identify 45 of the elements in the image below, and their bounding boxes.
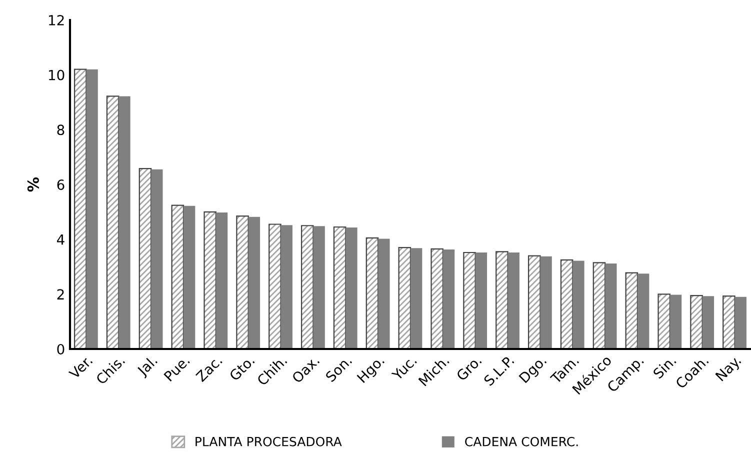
x-tick-label: Yuc. bbox=[391, 355, 418, 382]
x-tick-label: Hgo. bbox=[356, 355, 387, 385]
x-tick-label: Zac. bbox=[195, 355, 222, 382]
bar bbox=[475, 252, 488, 349]
y-tick-label: 4 bbox=[56, 234, 64, 245]
y-tick-label: 10 bbox=[48, 70, 64, 80]
x-tick-label: Gto. bbox=[228, 355, 255, 382]
bar bbox=[702, 296, 714, 349]
bar bbox=[670, 294, 682, 349]
bar bbox=[86, 69, 98, 349]
y-tick-label: 2 bbox=[57, 289, 64, 300]
bar bbox=[605, 263, 617, 349]
x-tick-label: Nay. bbox=[715, 355, 744, 384]
bar bbox=[540, 256, 552, 349]
y-tick-label: 8 bbox=[57, 124, 64, 136]
x-tick-label: Ver. bbox=[68, 355, 93, 380]
x-tick-label: Gro. bbox=[456, 355, 482, 382]
x-tick-label: Oax. bbox=[291, 355, 320, 384]
y-tick-label: 0 bbox=[57, 344, 64, 354]
bar bbox=[184, 206, 196, 349]
y-tick-label: 6 bbox=[57, 179, 64, 190]
legend-label: CADENA COMERC. bbox=[465, 436, 578, 446]
bar bbox=[151, 169, 163, 349]
bar bbox=[216, 212, 228, 349]
bar bbox=[734, 296, 746, 349]
x-tick-label: Pue. bbox=[164, 355, 190, 382]
x-tick-label: Chis. bbox=[95, 354, 126, 385]
legend-label: PLANTA PROCESADORA bbox=[196, 436, 342, 446]
bar bbox=[572, 260, 584, 349]
bar bbox=[638, 274, 650, 349]
y-axis-title: % bbox=[27, 177, 39, 192]
bar bbox=[248, 216, 260, 349]
bar bbox=[280, 225, 292, 349]
bar bbox=[313, 226, 325, 349]
bar bbox=[410, 248, 422, 349]
bar bbox=[508, 252, 520, 349]
x-tick-label: Son. bbox=[324, 355, 352, 382]
bar bbox=[378, 238, 390, 349]
x-tick-label: Dgo. bbox=[518, 355, 549, 386]
bar bbox=[346, 228, 358, 349]
y-tick-label: 12 bbox=[48, 14, 64, 26]
x-tick-label: Sin. bbox=[652, 354, 676, 380]
x-tick-label: Jal. bbox=[136, 354, 160, 379]
bar bbox=[118, 96, 130, 349]
bar bbox=[442, 249, 455, 349]
